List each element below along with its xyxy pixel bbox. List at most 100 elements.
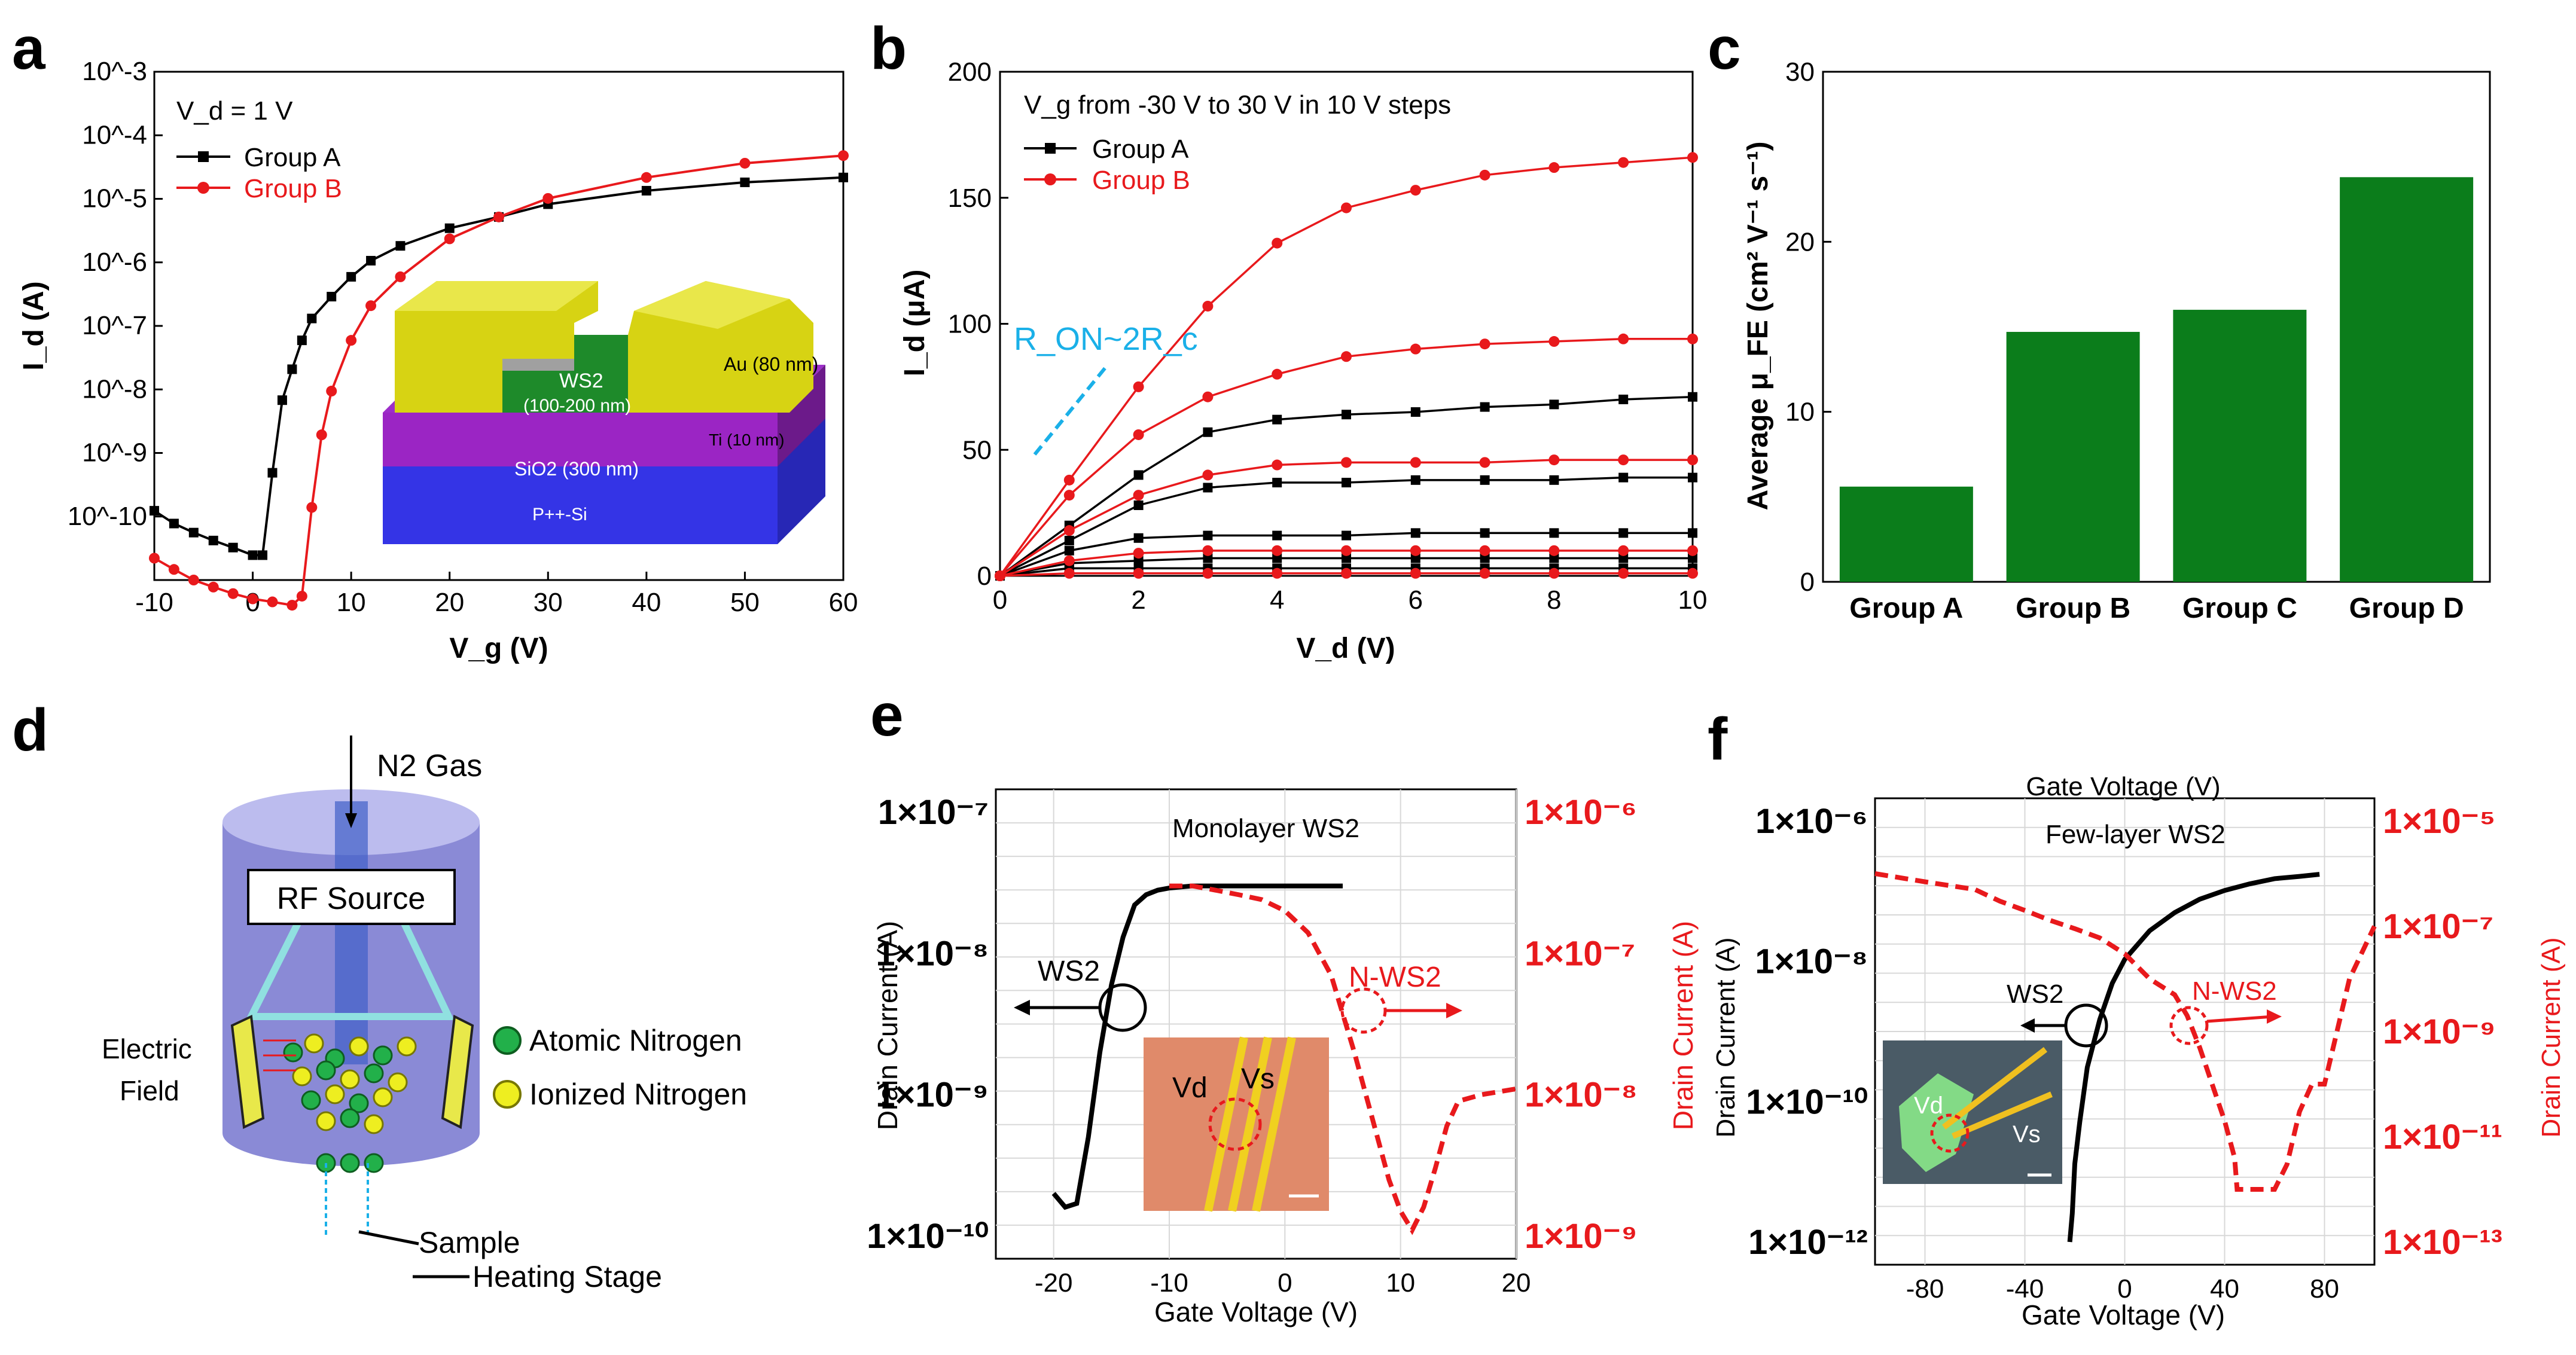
f-xtick-label: 40 xyxy=(2210,1274,2239,1304)
e-xtick-label: 0 xyxy=(1278,1268,1292,1298)
e-right-tick-label: 1×10⁻⁷ xyxy=(1525,934,1635,973)
e-left-tick-label: 1×10⁻¹⁰ xyxy=(867,1217,989,1256)
b-point-group-b xyxy=(1133,490,1144,501)
b-point-group-a xyxy=(1480,475,1490,485)
b-point-group-a xyxy=(1410,407,1420,417)
b-point-group-b xyxy=(1133,429,1144,440)
b-point-group-b xyxy=(1063,474,1075,486)
a-point-group-b xyxy=(247,593,258,605)
legend-atomic-nitrogen-label: Atomic Nitrogen xyxy=(529,1024,742,1057)
atomic-nitrogen-particle xyxy=(340,1153,360,1173)
panel-letter-e: e xyxy=(870,682,904,749)
electrode-e-2 xyxy=(1228,1036,1272,1212)
e-left-tick-label: 1×10⁻⁸ xyxy=(876,934,989,973)
b-point-group-a xyxy=(1688,392,1697,402)
legend-label-b-group-a: Group A xyxy=(1092,135,1189,164)
b-point-group-b xyxy=(1548,162,1560,173)
nws2-label-f: N-WS2 xyxy=(2192,976,2277,1006)
a-point-group-b xyxy=(542,193,554,204)
bar-group-b xyxy=(2006,332,2140,582)
panel-f-ylabel-left: Drain Current (A) xyxy=(1711,938,1740,1138)
panel-b-xlabel: V_d (V) xyxy=(1296,633,1395,664)
e-xtick-label: -10 xyxy=(1150,1268,1188,1298)
b-point-group-a xyxy=(1618,553,1629,563)
atomic-nitrogen-particle xyxy=(364,1063,384,1084)
a-series-line-group-a xyxy=(153,176,844,557)
a-point-group-a xyxy=(641,185,651,196)
nws2-label-e: N-WS2 xyxy=(1349,962,1441,993)
nws2-marker-f xyxy=(2169,1006,2209,1045)
atomic-nitrogen-particle xyxy=(373,1045,393,1066)
b-xtick-label: 6 xyxy=(1409,585,1423,615)
panel-e-ylabel-left: Drain Current (A) xyxy=(872,921,903,1130)
panel-a-y-ticks: 10^-3 10^-4 10^-5 10^-6 10^-7 10^-8 10^-9 10^-1… xyxy=(68,57,163,531)
panel-letter-d: d xyxy=(12,697,48,764)
electrode-e-3 xyxy=(1252,1036,1296,1212)
panel-f-title: Few-layer WS2 xyxy=(2045,820,2226,849)
au-left-top xyxy=(395,281,598,311)
rf-source-label: RF Source xyxy=(277,881,426,916)
b-xtick-label: 0 xyxy=(993,585,1007,615)
panel-f-top-label: Gate Voltage (V) xyxy=(2026,772,2220,801)
atomic-nitrogen-particle xyxy=(316,1060,336,1081)
ionized-nitrogen-particle xyxy=(340,1069,360,1090)
a-point-group-a xyxy=(346,271,356,282)
b-point-group-b xyxy=(1410,457,1421,468)
c-ytick-label: 10 xyxy=(1785,398,1815,427)
panel-f-ticks: -80 -40 0 40 80 1×10⁻⁶ 1×10⁻⁸ 1×10⁻¹⁰ 1×10⁻¹² 1×1… xyxy=(1746,802,2502,1304)
panel-c-frame xyxy=(1822,71,2491,583)
a-point-group-a xyxy=(287,364,297,374)
b-point-group-b xyxy=(1618,333,1629,344)
e-right-tick-label: 1×10⁻⁸ xyxy=(1525,1076,1638,1115)
stage-label: Heating Stage xyxy=(472,1260,662,1293)
nws2-arrow-head-f xyxy=(2267,1009,2282,1024)
b-point-group-b xyxy=(1410,567,1421,579)
ti-label: Ti (10 nm) xyxy=(709,431,785,449)
b-point-group-a xyxy=(1133,533,1144,543)
panel-a-ylabel: I_d (A) xyxy=(18,281,50,370)
panel-letter-f: f xyxy=(1708,706,1728,773)
f-right-tick-label: 1×10⁻¹³ xyxy=(2383,1223,2502,1262)
panel-a-xlabel: V_g (V) xyxy=(449,633,548,664)
a-point-group-a xyxy=(277,395,287,405)
b-point-group-a xyxy=(1203,530,1213,541)
b-point-group-b xyxy=(1272,567,1283,579)
b-point-group-b xyxy=(1618,567,1629,579)
panel-a-x-ticks: -100102030405060 xyxy=(135,572,858,617)
panel-e-ylabel-right: Drain Current (A) xyxy=(1667,921,1699,1130)
b-point-group-b xyxy=(1479,457,1490,468)
sio2-layer xyxy=(383,413,778,466)
a-xtick-label: 20 xyxy=(435,588,464,617)
f-xtick-label: 0 xyxy=(2117,1274,2132,1304)
ionized-nitrogen-particle xyxy=(397,1036,417,1057)
b-point-group-a xyxy=(1203,553,1213,563)
a-point-group-a xyxy=(169,518,179,529)
legend-ionized-nitrogen xyxy=(493,1080,522,1109)
panel-f-ylabel-right: Drain Current (A) xyxy=(2537,938,2566,1138)
a-point-group-a xyxy=(150,506,159,516)
f-xtick-label: -80 xyxy=(1906,1274,1944,1304)
a-point-group-a xyxy=(327,292,337,302)
ionized-nitrogen-particle xyxy=(364,1114,384,1134)
f-left-tick-label: 1×10⁻¹² xyxy=(1748,1223,1868,1262)
b-point-group-a xyxy=(1688,472,1697,483)
b-ytick-label: 200 xyxy=(948,57,992,87)
e-series-nws2 xyxy=(1169,883,1517,1235)
a-point-group-a xyxy=(208,535,218,545)
b-point-group-b xyxy=(1687,545,1698,556)
b-point-group-b xyxy=(1063,490,1075,501)
b-point-group-a xyxy=(1688,553,1697,563)
ionized-nitrogen-particle xyxy=(316,1111,336,1131)
legend-label-b-group-b: Group B xyxy=(1092,166,1190,195)
b-point-group-b xyxy=(1341,351,1352,362)
a-point-group-a xyxy=(366,255,376,265)
b-xtick-label: 2 xyxy=(1131,585,1145,615)
b-point-group-a xyxy=(1342,530,1351,541)
a-point-group-b xyxy=(208,581,219,593)
e-series-ws2 xyxy=(1051,883,1343,1210)
a-ytick-label: 10^-8 xyxy=(82,374,147,404)
a-point-group-b xyxy=(346,335,357,346)
panel-c-ylabel: Average μ_FE (cm² V⁻¹ s⁻¹) xyxy=(1742,141,1774,510)
c-ytick-label: 20 xyxy=(1785,227,1815,257)
